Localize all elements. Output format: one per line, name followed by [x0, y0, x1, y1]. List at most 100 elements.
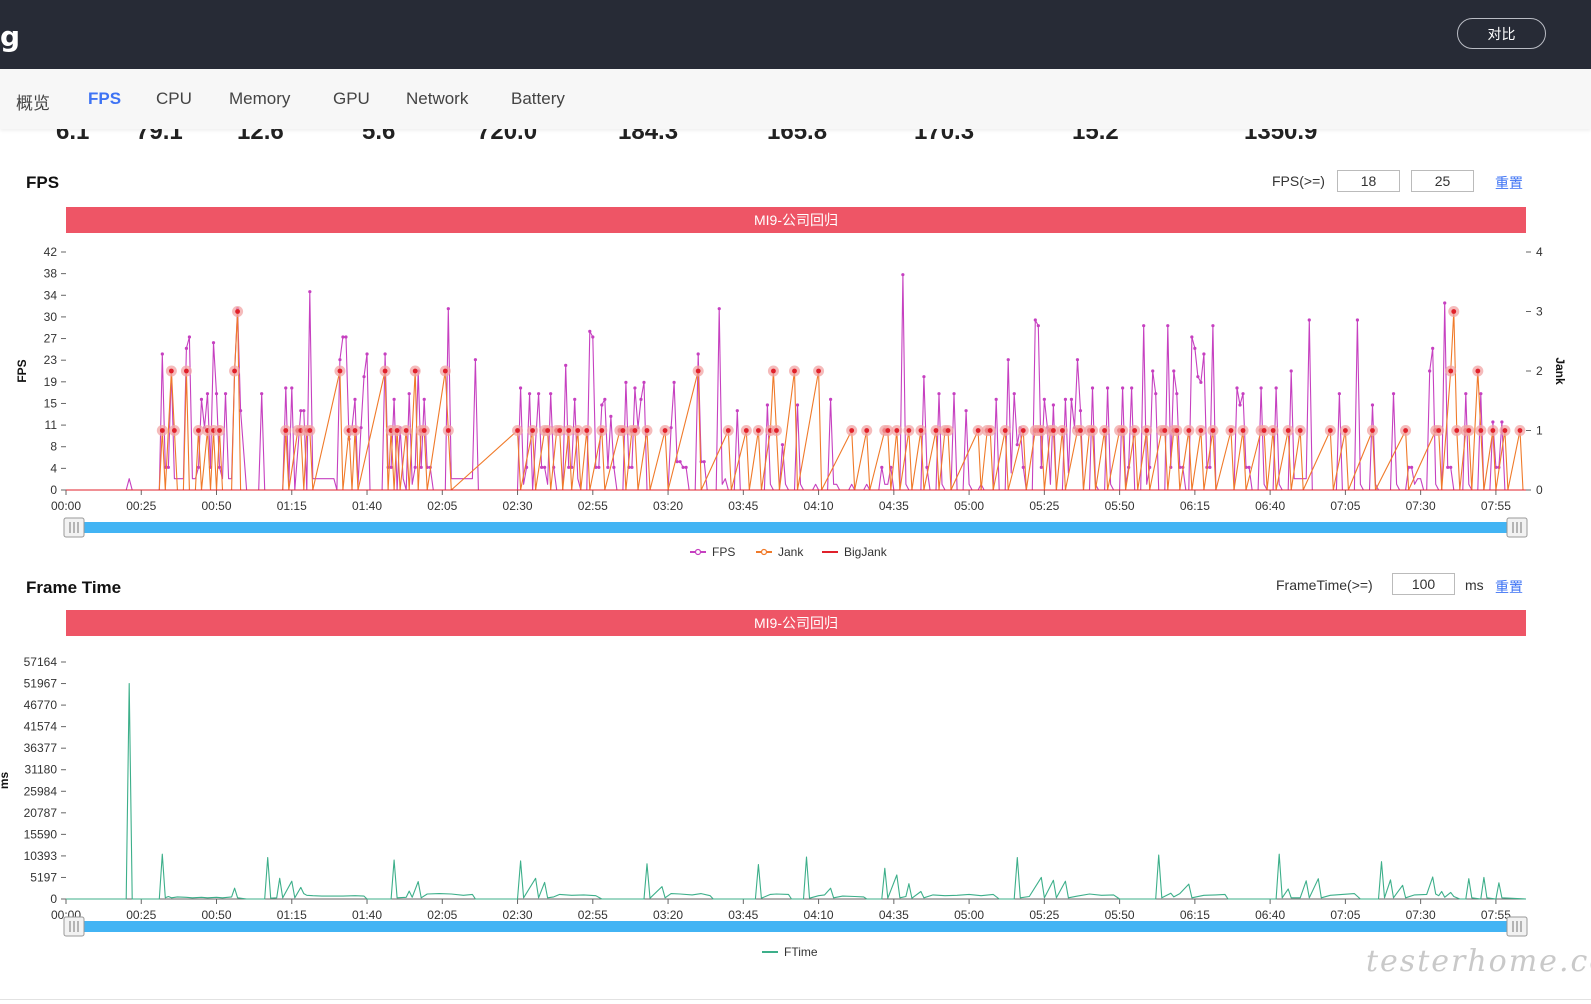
- compare-button[interactable]: 对比: [1457, 18, 1546, 49]
- fps-zoom-slider[interactable]: [63, 517, 1528, 538]
- tab-overview[interactable]: 概览: [16, 94, 50, 113]
- frametime-threshold-input[interactable]: [1392, 573, 1455, 595]
- x-tick-label: 00:00: [51, 499, 81, 513]
- fps-point: [1190, 335, 1194, 339]
- fps-point: [765, 403, 770, 407]
- fps-point: [672, 380, 676, 384]
- tab-battery[interactable]: Battery: [511, 89, 565, 108]
- fps-point: [1370, 403, 1375, 407]
- x-tick-label: 07:55: [1481, 908, 1511, 922]
- fps-point: [211, 341, 216, 345]
- jank-marker: [644, 428, 650, 433]
- fps-point: [696, 352, 700, 356]
- jank-marker: [421, 428, 427, 433]
- fps-point: [299, 409, 303, 413]
- x-tick-label: 05:00: [954, 908, 984, 922]
- y-tick-label: 42: [44, 245, 58, 259]
- fps-point: [588, 329, 592, 333]
- y-tick-label: 11: [45, 418, 58, 432]
- x-tick-label: 07:05: [1330, 499, 1360, 513]
- ftime-series-line: [66, 682, 1527, 900]
- tab-cpu[interactable]: CPU: [156, 89, 192, 108]
- fps-point: [624, 380, 628, 384]
- x-tick-label: 04:10: [804, 499, 834, 513]
- jank-marker: [1517, 428, 1523, 433]
- jank-marker: [1162, 428, 1168, 433]
- jank-marker: [632, 428, 638, 433]
- tab-network[interactable]: Network: [406, 89, 469, 108]
- x-tick-label: 00:50: [201, 908, 231, 922]
- y2-tick-label: 3: [1536, 305, 1543, 319]
- fps-point: [1121, 386, 1125, 390]
- jank-marker: [1475, 368, 1481, 374]
- fps-point: [1033, 318, 1037, 322]
- jank-marker: [1186, 428, 1192, 433]
- y-tick-label: 5197: [30, 870, 57, 884]
- fps-reset-link[interactable]: 重置: [1495, 175, 1523, 191]
- jank-marker: [695, 368, 701, 374]
- fps-point: [1196, 375, 1200, 379]
- fps-point: [365, 352, 369, 356]
- x-tick-label: 04:10: [804, 908, 834, 922]
- fps-point: [1015, 443, 1019, 447]
- frametime-reset-link[interactable]: 重置: [1495, 579, 1523, 595]
- frametime-unit-label: ms: [1465, 577, 1484, 593]
- frametime-legend: FTime: [762, 945, 818, 959]
- tab-gpu[interactable]: GPU: [333, 89, 370, 108]
- y-axis-label: FPS: [15, 359, 29, 382]
- fps-point: [606, 465, 610, 469]
- top-header-bar: g 对比: [0, 0, 1591, 69]
- fps-point: [1078, 409, 1083, 413]
- zoom-slider-track: [66, 921, 1526, 932]
- fps-legend: FPS Jank BigJank: [690, 545, 888, 559]
- x-tick-label: 05:50: [1105, 908, 1135, 922]
- fps-point: [1042, 397, 1046, 401]
- fps-point: [829, 397, 833, 401]
- fps-threshold-high-input[interactable]: [1411, 170, 1474, 192]
- fps-point: [290, 386, 294, 390]
- x-tick-label: 00:50: [201, 499, 231, 513]
- jank-marker: [1240, 428, 1246, 433]
- jank-marker: [557, 428, 563, 433]
- x-tick-label: 03:45: [728, 499, 758, 513]
- jank-marker: [530, 428, 535, 433]
- y2-tick-label: 0: [1536, 483, 1543, 497]
- fps-threshold-low-input[interactable]: [1337, 170, 1400, 192]
- fps-point: [1428, 369, 1432, 373]
- fps-point: [681, 465, 685, 469]
- fps-point: [717, 307, 721, 311]
- fps-point: [389, 465, 393, 469]
- y-tick-label: 0: [50, 483, 57, 497]
- fps-point: [543, 465, 547, 469]
- tab-fps[interactable]: FPS: [88, 89, 122, 108]
- y-tick-label: 23: [44, 353, 58, 367]
- jank-marker: [1038, 428, 1044, 433]
- jank-marker: [792, 368, 797, 374]
- jank-series-line: [66, 310, 1526, 491]
- frametime-zoom-slider[interactable]: [63, 916, 1528, 937]
- jank-marker: [743, 428, 749, 433]
- fps-point: [1211, 324, 1215, 328]
- tab-memory[interactable]: Memory: [229, 89, 291, 108]
- fps-point: [1307, 318, 1311, 322]
- jank-marker: [816, 368, 821, 374]
- jank-marker: [168, 368, 174, 374]
- fps-point: [1235, 386, 1239, 390]
- fps-point: [1090, 386, 1095, 390]
- fps-point: [603, 397, 607, 401]
- jank-marker: [1342, 428, 1348, 433]
- jank-marker: [1002, 428, 1008, 433]
- x-tick-label: 00:25: [126, 499, 156, 513]
- jank-marker: [445, 428, 451, 433]
- jank-marker: [1078, 428, 1083, 433]
- fps-point: [1431, 346, 1435, 350]
- fps-point: [1039, 465, 1043, 469]
- fps-point: [567, 465, 571, 469]
- x-tick-label: 06:15: [1180, 908, 1210, 922]
- legend-label-fps: FPS: [712, 545, 735, 559]
- fps-point: [675, 460, 679, 464]
- jank-marker: [1210, 428, 1216, 433]
- fps-point: [669, 426, 673, 430]
- fps-point: [341, 335, 345, 339]
- jank-marker: [1050, 428, 1056, 433]
